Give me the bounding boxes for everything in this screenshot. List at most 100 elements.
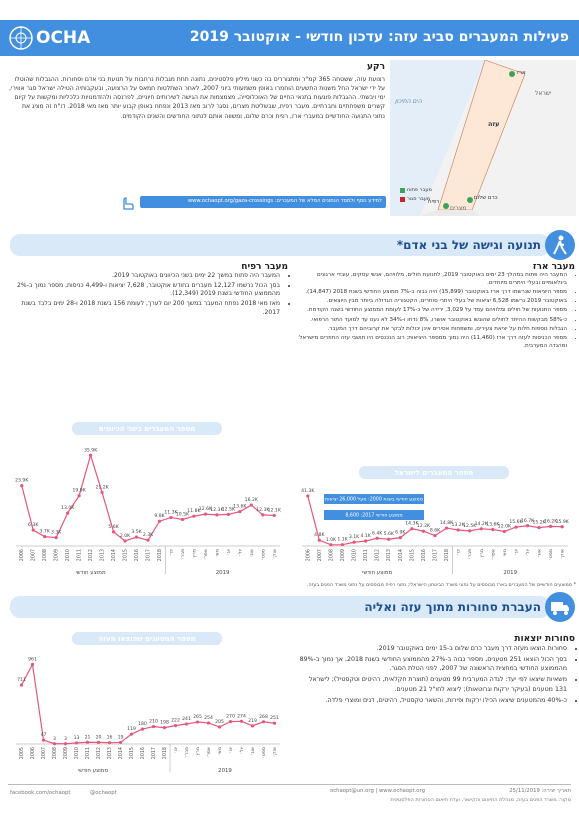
footer-facebook[interactable]: facebook.com/ochaopt [10, 790, 71, 796]
bullet: מאז מאי 2018 נפתח המעבר במשך 200 יום לער… [10, 300, 280, 317]
point [31, 528, 35, 532]
value-label: 6.9K [395, 530, 406, 536]
x-tick-label: 2010 [352, 549, 358, 561]
value-label: 16 [107, 735, 113, 741]
section-title: תנועה וגישה של בני אדם* [396, 238, 541, 252]
value-label: 11.3K [164, 509, 178, 515]
point [456, 528, 460, 532]
background-text: רצועת עזה, ששטחה 365 קמ"ר ומתגוררים בה כ… [9, 76, 385, 120]
x-tick-label: 2010 [74, 747, 80, 759]
x-tick-label: 2016 [134, 549, 140, 561]
x-tick-label: פבר׳ [468, 549, 473, 559]
value-label: 23.9K [15, 478, 29, 484]
map-israel: ישראל [535, 90, 552, 97]
value-label: 21 [85, 734, 91, 740]
point [129, 732, 134, 736]
x-tick-label: 2013 [100, 549, 106, 561]
bullet: כ-58% מבקשות ההיתר לחולים שהוגשו באוקטוב… [295, 317, 567, 325]
value-label: 961 [28, 656, 37, 662]
x-tick-label: 2011 [363, 549, 369, 561]
point [107, 741, 112, 745]
value-label: 12.5K [222, 506, 236, 512]
footer-contact[interactable]: ochaopt@un.org | www.ochaopt.org [330, 788, 425, 794]
map-erez: ארז [517, 70, 526, 76]
value-label: 13.0K [61, 505, 75, 511]
value-label: 12.0K [498, 523, 512, 529]
rafah-heading: מעבר רפיח [241, 262, 288, 272]
point [157, 519, 162, 523]
header: OCHA פעילות המעברים סביב עזה: עדכון חודש… [0, 20, 579, 56]
x-tick-label: יול׳ [525, 549, 531, 556]
point [317, 538, 321, 542]
erez-bullets: המעבר היה פתוח במהלך 23 ימים באוקטובר 20… [295, 272, 575, 350]
x-tick-label: 2013 [107, 747, 113, 759]
x-tick-label: 2009 [63, 747, 69, 759]
erez-heading: מעבר ארז [532, 262, 575, 272]
value-label: 2.0K [120, 533, 131, 539]
footer-rule [8, 784, 571, 785]
x-tick-label: ינו׳ [457, 549, 462, 555]
value-label: 9.8K [154, 513, 165, 519]
x-tick-label: 2016 [140, 747, 146, 759]
point [261, 720, 266, 724]
rafah-bullets: המעבר היה פתוח במשך 22 ימים בשני הכיווני… [10, 272, 288, 317]
goods-heading: סחורות יוצאות [514, 634, 575, 644]
value-label: 6.3K [28, 522, 39, 528]
point [239, 719, 244, 723]
point [491, 527, 495, 532]
x-tick-label: אוג׳ [250, 549, 255, 557]
bullet: מספר התנועות של חולים ומלוויהם עמד על 3,… [295, 307, 567, 315]
point [410, 527, 414, 531]
point [272, 513, 276, 518]
x-tick-label: אוג׳ [538, 549, 543, 557]
point [77, 494, 81, 498]
point [19, 683, 24, 687]
chart-title-box [359, 466, 509, 479]
point [238, 510, 242, 514]
people-icon [545, 230, 575, 260]
value-label: 222 [171, 718, 180, 724]
point [30, 662, 35, 666]
erez-column: מעבר ארז המעבר היה פתוח במהלך 23 ימים בא… [295, 262, 575, 352]
x-tick-label: 2010 [65, 549, 71, 561]
value-label: 251 [270, 715, 279, 721]
point [20, 483, 24, 488]
point [63, 742, 68, 746]
value-label: 12.3K [210, 507, 224, 513]
x-tick-label: מאי [215, 549, 220, 557]
point [421, 529, 426, 533]
x-tick-label: יול׳ [237, 549, 243, 556]
footer-twitter[interactable]: @ochaopt [90, 790, 117, 796]
x-tick-label: ינו׳ [174, 747, 179, 753]
point [203, 512, 207, 516]
goods-bullets: סחורות הוצאו מעזה דרך מעבר כרם שלום ב-15… [295, 644, 575, 705]
x-tick-label: 2012 [88, 549, 94, 561]
value-label: 19.9K [73, 488, 87, 494]
x-tick-label: יונ׳ [514, 549, 519, 555]
x-tick-label: 2008 [42, 549, 48, 561]
point [85, 740, 90, 744]
x-tick-label: 2009 [54, 549, 60, 561]
value-label: 11.8K [187, 508, 201, 514]
chart-title: מספר המעברים בשני הכיוונים [99, 425, 195, 433]
value-label: 15.9K [556, 519, 570, 525]
value-label: 12.3K [256, 507, 270, 513]
value-label: 14.8K [440, 520, 454, 526]
x-tick-label: 2017 [151, 747, 157, 759]
point [261, 513, 265, 517]
x-tick-label: 2013 [386, 549, 392, 561]
x-tick-label: 2018 [444, 549, 450, 561]
point [306, 494, 310, 498]
x-tick-label: 2014 [398, 549, 404, 561]
x-tick-label: 2017 [433, 549, 439, 561]
x-tick-label: אוק׳ [273, 747, 278, 757]
x-tick-label: 2006 [19, 549, 25, 561]
value-label: 14.3K [405, 521, 419, 527]
point [123, 539, 127, 543]
x-group-label: 2019 [503, 570, 517, 576]
point [560, 525, 564, 529]
value-label: 241 [182, 716, 191, 722]
x-tick-label: מאי [218, 747, 223, 755]
link-bar[interactable]: למידע נוסף ולמסד הנתונים המלא של המעברים… [140, 196, 386, 208]
bullet: כ-40% מהמטענים שיצאו הכילו ירקות ופירות,… [295, 696, 567, 705]
